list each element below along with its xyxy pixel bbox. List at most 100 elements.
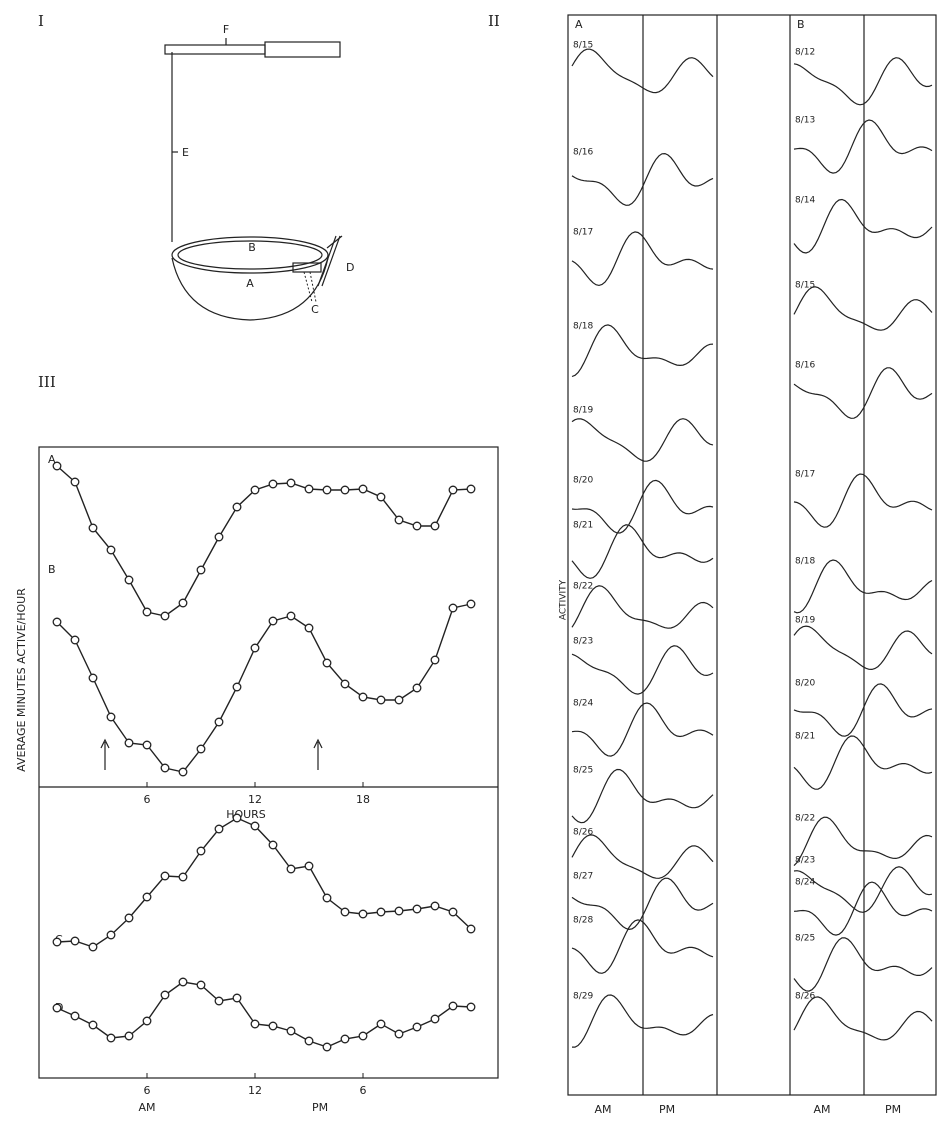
data-point (286, 864, 296, 874)
activity-trace (571, 479, 714, 534)
data-point (214, 532, 224, 542)
data-point (142, 607, 152, 617)
x-tick-label: 12 (248, 1084, 262, 1097)
date-label: 8/16 (795, 361, 815, 371)
data-point (160, 990, 170, 1000)
data-point (466, 924, 476, 934)
data-point (70, 1011, 80, 1021)
data-point (394, 906, 404, 916)
data-point (376, 907, 386, 917)
x-tick-label: 6 (144, 793, 151, 806)
data-point (268, 616, 278, 626)
date-label: 8/16 (573, 148, 593, 158)
data-point (178, 767, 188, 777)
data-point (430, 901, 440, 911)
data-point (286, 611, 296, 621)
axis-label: ACTIVITY (559, 579, 569, 620)
annotation: PM (312, 1101, 328, 1114)
data-point (250, 485, 260, 495)
activity-trace (793, 198, 933, 254)
data-point (448, 907, 458, 917)
data-point (376, 492, 386, 502)
panel-label: I (38, 12, 44, 30)
data-point (430, 1014, 440, 1024)
series-label: B (48, 563, 56, 576)
data-point (340, 485, 350, 495)
part-label: A (246, 277, 254, 290)
series-line (56, 465, 472, 617)
data-point (160, 871, 170, 881)
data-point (70, 936, 80, 946)
data-point (412, 1022, 422, 1032)
activity-trace (571, 834, 714, 879)
date-label: 8/14 (795, 196, 815, 206)
data-point (358, 692, 368, 702)
arrows (100, 738, 323, 770)
x-label: AM (594, 1103, 611, 1116)
data-point (214, 824, 224, 834)
date-label: 8/24 (573, 699, 593, 709)
data-point (448, 485, 458, 495)
data-point (322, 485, 332, 495)
activity-trace (793, 996, 933, 1041)
date-label: 8/25 (795, 934, 815, 944)
data-point (124, 575, 134, 585)
data-point (232, 682, 242, 692)
data-point (214, 996, 224, 1006)
date-label: 8/23 (795, 856, 815, 866)
data-point (232, 813, 242, 823)
activity-trace (793, 57, 933, 106)
date-label: 8/24 (795, 878, 815, 888)
activity-trace (571, 768, 714, 824)
data-point (88, 1020, 98, 1030)
activity-trace (571, 324, 714, 378)
date-label: 8/18 (573, 322, 593, 332)
data-point (268, 840, 278, 850)
data-point (160, 611, 170, 621)
activity-trace (793, 559, 933, 614)
data-point (70, 635, 80, 645)
data-point (304, 861, 314, 871)
data-point (394, 695, 404, 705)
activity-trace (793, 367, 933, 419)
activity-trace (793, 286, 933, 331)
data-point (322, 893, 332, 903)
data-point (466, 599, 476, 609)
activity-trace (571, 645, 714, 695)
data-point (394, 1029, 404, 1039)
data-point (196, 980, 206, 990)
data-point (232, 502, 242, 512)
data-point (466, 1002, 476, 1012)
date-label: 8/20 (795, 679, 815, 689)
part-label: D (346, 261, 354, 274)
date-label: 8/21 (573, 521, 593, 531)
part-label: F (223, 23, 229, 36)
activity-trace (793, 625, 933, 671)
data-point (88, 673, 98, 683)
data-point (322, 658, 332, 668)
data-point (124, 1031, 134, 1041)
date-label: 8/28 (573, 916, 593, 926)
data-point (124, 913, 134, 923)
data-point (196, 744, 206, 754)
activity-trace (793, 881, 933, 936)
part-label: C (311, 303, 319, 316)
date-label: 8/18 (795, 557, 815, 567)
data-point (232, 993, 242, 1003)
data-point (214, 717, 224, 727)
activity-trace (571, 48, 714, 94)
date-label: 8/22 (573, 582, 593, 592)
activity-trace (571, 418, 714, 462)
plot-frame (38, 446, 499, 1079)
data-point (412, 521, 422, 531)
data-point (250, 821, 260, 831)
x-tick-label: 6 (144, 1084, 151, 1097)
data-point (196, 565, 206, 575)
date-label: 8/29 (573, 992, 593, 1002)
column-label: B (797, 18, 805, 31)
data-point (196, 846, 206, 856)
data-point (52, 1003, 62, 1013)
activity-frame (567, 14, 937, 1096)
data-point (142, 1016, 152, 1026)
data-point (412, 683, 422, 693)
